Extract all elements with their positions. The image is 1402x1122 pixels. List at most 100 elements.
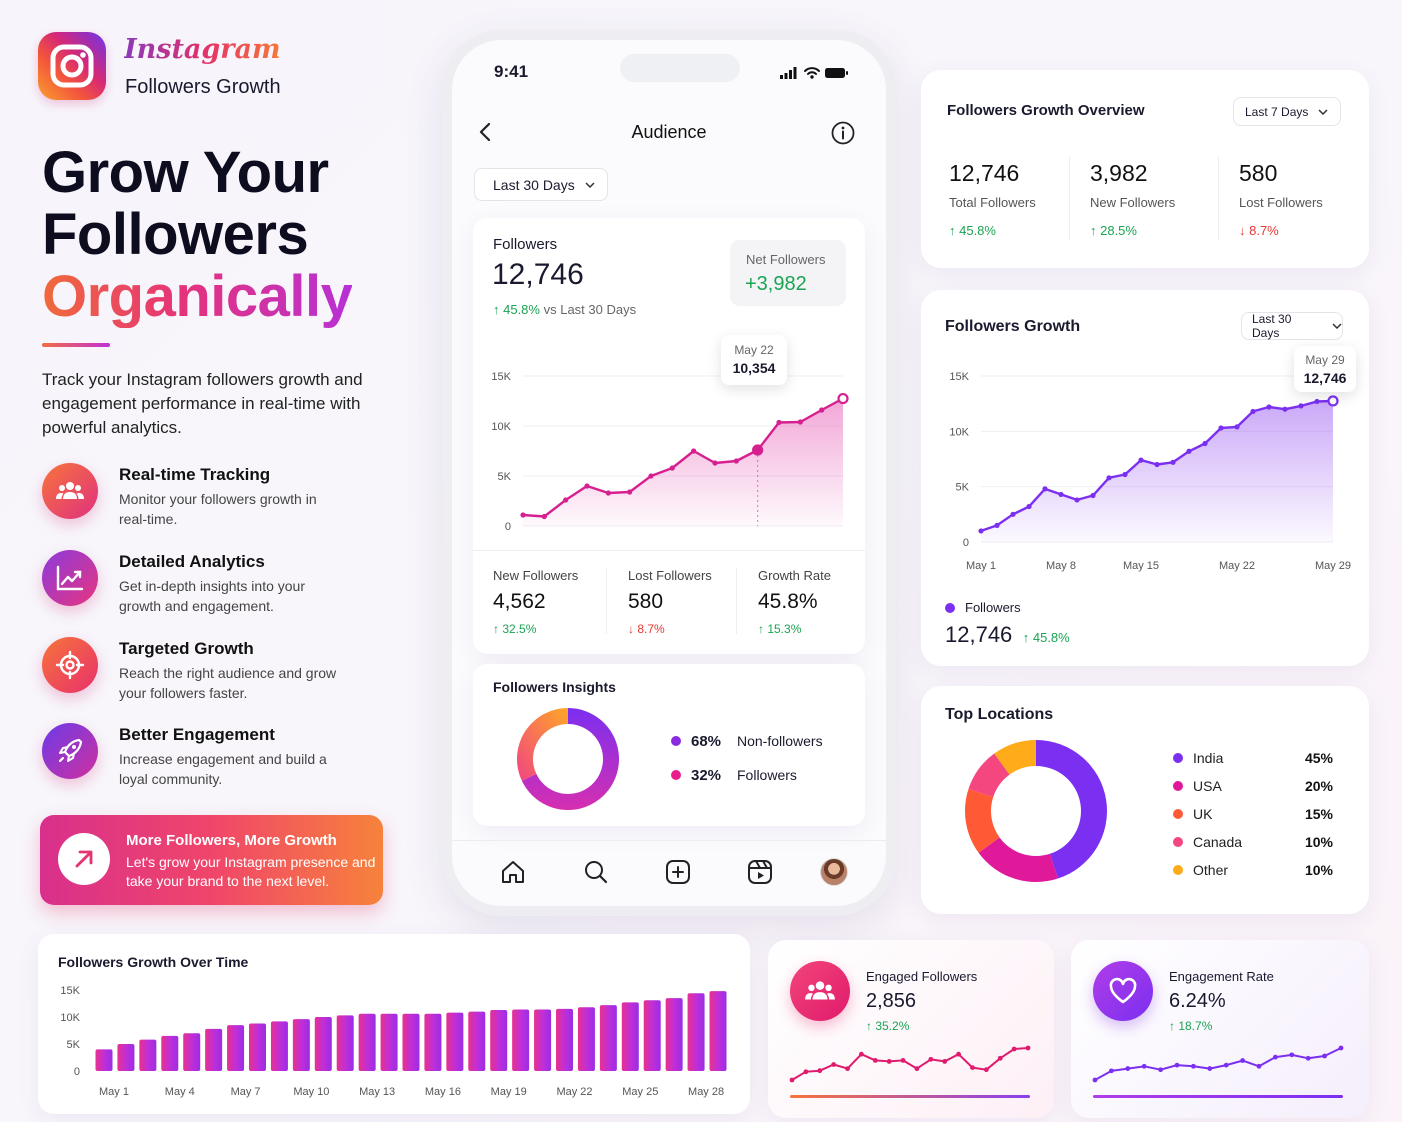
chevron-left-icon[interactable]: [476, 120, 496, 144]
stat-value: 45.8%: [758, 590, 818, 613]
screen-title: Audience: [631, 122, 707, 142]
profile-avatar[interactable]: [820, 858, 848, 886]
feature-title: Detailed Analytics: [119, 552, 265, 571]
stat-change: ↓ 8.7%: [628, 622, 665, 636]
hero-line-2: Followers: [42, 202, 309, 267]
legend-label: Non-followers: [737, 733, 823, 749]
intro-text: Track your Instagram followers growth an…: [42, 370, 363, 437]
overview-value: 3,982: [1090, 160, 1148, 186]
data-point: [1138, 457, 1144, 463]
sparkline-point: [1011, 1046, 1017, 1052]
tooltip-date: May 22: [734, 343, 774, 357]
data-point: [1202, 440, 1208, 447]
range-dropdown[interactable]: Last 30 Days: [474, 168, 608, 201]
sparkline-point: [928, 1056, 934, 1062]
legend-dot: [671, 770, 681, 780]
location-name: India: [1193, 750, 1224, 766]
engaged-change: ↑ 35.2%: [866, 1019, 910, 1033]
camera-icon: [50, 44, 94, 88]
sparkline-point: [872, 1057, 878, 1063]
location-pct: 15%: [1304, 806, 1333, 822]
bar: [512, 1009, 530, 1071]
feature-title: Targeted Growth: [119, 639, 254, 658]
divider: [473, 550, 865, 551]
data-point: [1298, 403, 1304, 409]
overview-range-dropdown[interactable]: Last 7 Days: [1233, 97, 1341, 126]
reels-icon[interactable]: [743, 855, 777, 889]
location-pct: 20%: [1304, 778, 1333, 794]
engagement-rate-value: 6.24%: [1169, 990, 1226, 1012]
bar: [95, 1049, 113, 1071]
data-point: [541, 513, 547, 520]
brand-name: Instagram: [124, 34, 281, 65]
locations-title: Top Locations: [945, 706, 1054, 723]
data-point: [648, 473, 654, 479]
engagement-rate-change: ↑ 18.7%: [1169, 1019, 1213, 1033]
data-point: [776, 419, 782, 426]
bar: [292, 1019, 310, 1071]
area-fill: [523, 398, 843, 526]
sparkline-path: [791, 1047, 1029, 1081]
donut-slice: [978, 837, 1058, 882]
target-icon: [42, 637, 98, 693]
nav-divider: [452, 840, 886, 841]
add-post-icon[interactable]: [661, 855, 695, 889]
location-row: USA 20%: [1173, 772, 1333, 800]
legend-item: 32% Followers: [671, 758, 823, 792]
legend-dot: [1173, 753, 1183, 763]
sparkline-point: [845, 1066, 850, 1072]
cta-banner[interactable]: More Followers, More Growth Let's grow y…: [40, 815, 383, 905]
info-icon[interactable]: [830, 120, 856, 146]
location-pct: 10%: [1304, 862, 1333, 878]
stat-label: New Followers: [493, 568, 579, 583]
cta-desc: Let's grow your Instagram presence and t…: [126, 854, 376, 889]
engagement-rate-label: Engagement Rate: [1169, 969, 1274, 984]
y-tick-label: 5K: [67, 1039, 81, 1051]
cta-title: More Followers, More Growth: [126, 832, 337, 849]
growth-title: Followers Growth: [945, 318, 1081, 335]
overview-label: New Followers: [1090, 195, 1176, 210]
data-point: [1154, 461, 1160, 468]
bar: [665, 998, 683, 1071]
users-icon: [790, 961, 850, 1021]
sparkline-point: [1338, 1045, 1344, 1051]
overview-change: ↑ 45.8%: [949, 223, 996, 238]
info-button[interactable]: [830, 120, 856, 151]
data-point: [1010, 511, 1016, 517]
bar: [468, 1011, 486, 1071]
bar: [709, 991, 727, 1071]
overview-change: ↓ 8.7%: [1239, 223, 1279, 238]
growth-change: ↑ 45.8%: [1022, 630, 1070, 645]
data-point: [1090, 492, 1096, 499]
engaged-card: Engaged Followers 2,856 ↑ 35.2%: [768, 940, 1054, 1118]
range-dropdown-value: Last 30 Days: [493, 176, 575, 193]
search-icon[interactable]: [579, 855, 613, 889]
over-time-title: Followers Growth Over Time: [58, 954, 249, 970]
bar: [183, 1033, 201, 1071]
feature-desc: Monitor your followers growth in real-ti…: [119, 491, 317, 527]
growth-value: 12,746: [945, 622, 1013, 647]
data-point: [733, 458, 739, 464]
back-button[interactable]: [476, 120, 496, 149]
sparkline-point: [817, 1068, 823, 1074]
growth-card: Followers Growth Last 30 Days 0 5K 10K 15K M…: [921, 290, 1369, 666]
x-tick-label: May 7: [231, 1086, 261, 1098]
bar: [358, 1013, 376, 1071]
x-tick-label: May 1: [966, 560, 996, 572]
sparkline-point: [914, 1066, 920, 1072]
x-tick-label: May 15: [1123, 560, 1159, 572]
growth-range-dropdown[interactable]: Last 30 Days: [1241, 312, 1343, 340]
chevron-down-icon: [1332, 323, 1342, 329]
sparkline-point: [1207, 1066, 1213, 1071]
arrow-up-right-icon[interactable]: [58, 833, 110, 885]
data-point: [1314, 398, 1320, 405]
net-label: Net Followers: [746, 252, 826, 267]
stat-divider: [606, 568, 607, 634]
hero-line-1: Grow Your: [42, 140, 329, 205]
location-row: UK 15%: [1173, 800, 1333, 828]
home-icon[interactable]: [496, 855, 530, 889]
data-point: [1170, 459, 1176, 465]
overview-value: 12,746: [949, 160, 1020, 186]
location-row: Other 10%: [1173, 856, 1333, 884]
